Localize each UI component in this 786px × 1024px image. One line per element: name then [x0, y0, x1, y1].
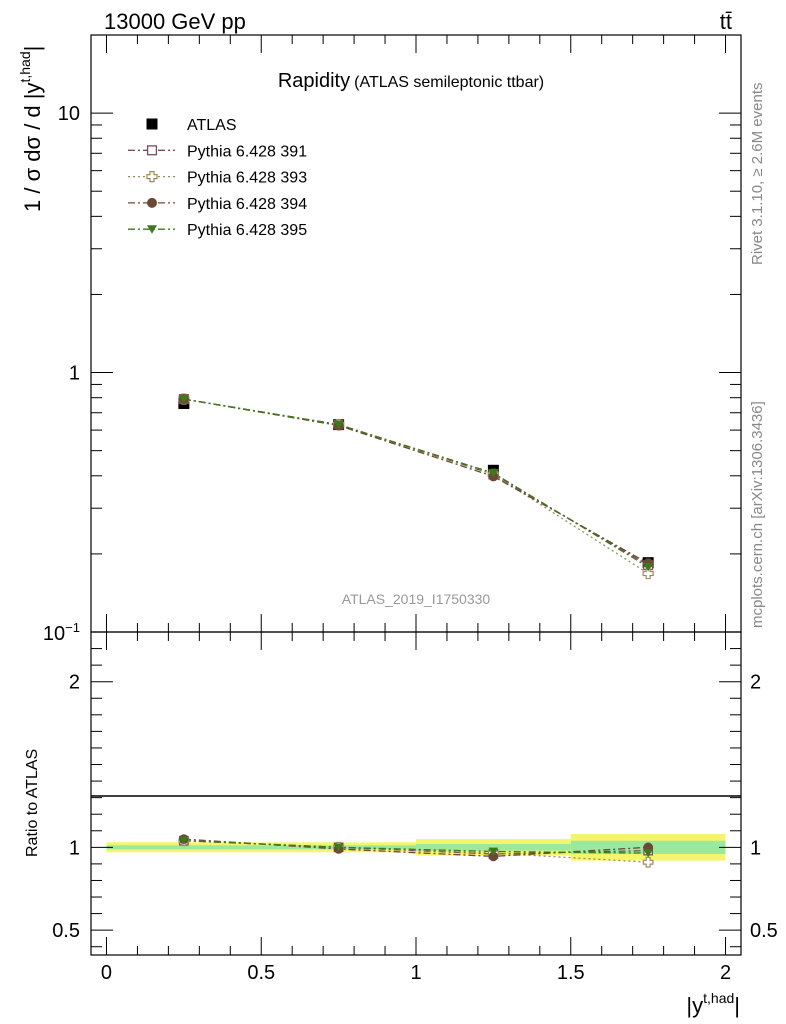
legend: ATLAS Pythia 6.428 391 Pythia 6.428 393 Pyt… — [128, 117, 307, 239]
x-axis-label-sup: t,had — [703, 990, 734, 1006]
x-tick-label: 1 — [410, 962, 421, 984]
ratio-y-axis-label: Ratio to ATLAS — [24, 749, 41, 857]
ratio-point-pythia-6-428-395 — [179, 836, 189, 846]
series-line-pythia-6-428-394 — [183, 398, 649, 564]
legend-entry-pythia-6-428-395: Pythia 6.428 395 — [128, 222, 307, 239]
main-y-axis-label-main: 1 / σ dσ / d |y — [20, 83, 45, 212]
series-line-pythia-6-428-393 — [183, 398, 649, 575]
legend-marker — [146, 171, 158, 183]
ratio-point-pythia-6-428-395 — [488, 847, 499, 856]
ratio-stat-uncertainty-band — [416, 844, 571, 851]
process-label: tt̄ — [720, 9, 732, 34]
legend-label: Pythia 6.428 391 — [187, 143, 307, 160]
ratio-point-pythia-6-428-393 — [642, 856, 654, 868]
ratio-y-tick-label-right: 2 — [750, 672, 761, 694]
legend-label: Pythia 6.428 395 — [187, 222, 307, 239]
ratio-frame — [90, 631, 742, 956]
data-point-pythia-6-428-395 — [333, 420, 344, 430]
series-line-pythia-6-428-391 — [183, 398, 649, 566]
legend-label: ATLAS — [187, 117, 237, 134]
x-axis-label-main: |y — [686, 993, 703, 1018]
legend-entry-pythia-6-428-391: Pythia 6.428 391 — [128, 143, 307, 160]
x-axis-label-close: | — [734, 993, 740, 1018]
main-marks — [178, 393, 654, 580]
ratio-y-tick-label-left: 1 — [69, 837, 80, 859]
legend-marker — [147, 225, 157, 234]
x-tick-label: 1.5 — [557, 962, 585, 984]
energy-label: 13000 GeV pp — [104, 9, 246, 34]
legend-label: Pythia 6.428 394 — [187, 196, 307, 213]
main-y-tick-label: 1 — [69, 363, 80, 385]
data-point-pythia-6-428-395 — [643, 563, 654, 572]
ratio-stat-uncertainty-band — [106, 845, 262, 850]
main-y-axis-label-close: | — [20, 46, 45, 52]
x-axis-label: |yt,had| — [686, 990, 740, 1018]
main-y-tick-label-base: 10 — [43, 623, 65, 645]
main-y-axis-label-sup: t,had — [17, 51, 33, 82]
legend-entry-pythia-6-428-393: Pythia 6.428 393 — [128, 170, 307, 187]
ratio-point-pythia-6-428-395 — [333, 843, 344, 852]
ratio-y-tick-label-right: 0.5 — [750, 920, 778, 942]
plot-subtitle: (ATLAS semileptonic ttbar) — [354, 74, 544, 91]
plot-title-group: Rapidity (ATLAS semileptonic ttbar) — [278, 70, 544, 92]
data-point-pythia-6-428-393 — [642, 567, 654, 580]
ratio-point-pythia-6-428-395 — [643, 849, 653, 858]
legend-entry-pythia-6-428-394: Pythia 6.428 394 — [128, 196, 307, 213]
x-tick-label: 2 — [720, 962, 731, 984]
mcplots-label: mcplots.cern.ch [arXiv:1306.3436] — [749, 401, 766, 628]
plot-title: Rapidity — [278, 70, 350, 92]
legend-marker — [147, 197, 157, 208]
ratio-marks — [178, 834, 654, 868]
rivet-label: Rivet 3.1.10, ≥ 2.6M events — [749, 83, 766, 266]
legend-marker — [146, 145, 158, 156]
ratio-ticks: 0 0.5 1 1.5 2 0.5 0.5 1 1 2 2 — [52, 632, 778, 984]
ratio-uncertainty-bands — [106, 834, 726, 861]
x-tick-label: 0 — [101, 962, 112, 984]
legend-label: Pythia 6.428 393 — [187, 170, 307, 187]
ratio-line-pythia-6-428-395 — [183, 840, 649, 854]
x-tick-label: 0.5 — [247, 962, 275, 984]
main-y-tick-label: 10 — [58, 103, 80, 125]
ratio-y-tick-label-right: 1 — [750, 837, 761, 859]
main-y-tick-label-exp: −1 — [65, 620, 80, 635]
data-point-pythia-6-428-395 — [488, 469, 499, 478]
legend-marker — [146, 118, 158, 130]
legend-entry-atlas: ATLAS — [146, 117, 237, 134]
ratio-panel: 0 0.5 1 1.5 2 0.5 0.5 1 1 2 2 Ratio to ATLAS |yt,h… — [24, 631, 778, 1018]
main-y-axis-label: 1 / σ dσ / d |yt,had| — [17, 46, 45, 212]
analysis-watermark: ATLAS_2019_I1750330 — [342, 591, 491, 607]
main-y-tick-label: 10−1 — [43, 620, 80, 645]
ratio-y-tick-label-left: 0.5 — [52, 920, 80, 942]
ratio-point-pythia-6-428-394 — [488, 851, 499, 862]
series-line-pythia-6-428-395 — [183, 398, 649, 568]
ratio-y-tick-label-left: 2 — [69, 672, 80, 694]
data-point-pythia-6-428-395 — [178, 395, 189, 404]
